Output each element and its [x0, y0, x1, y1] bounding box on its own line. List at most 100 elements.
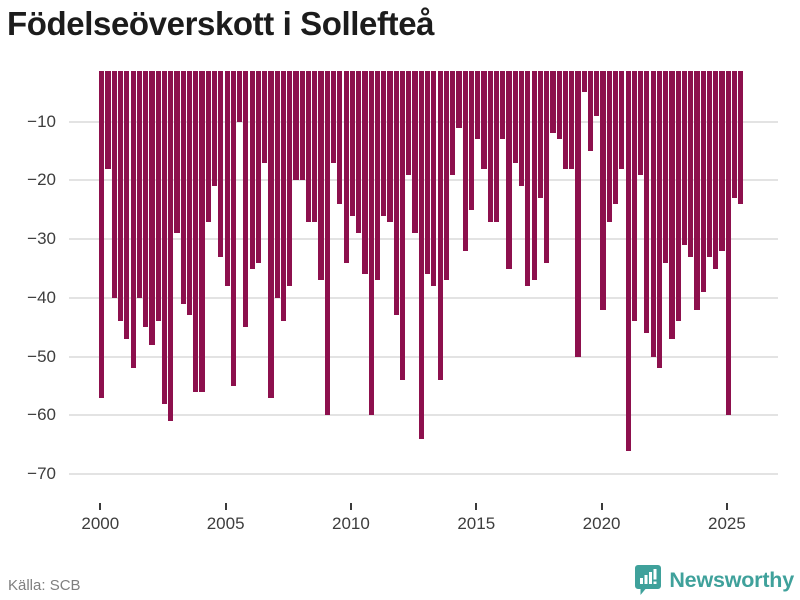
bar — [211, 70, 218, 187]
bar — [356, 70, 362, 234]
bar — [274, 70, 280, 298]
x-tick-label: 2005 — [206, 514, 245, 533]
bar — [230, 70, 236, 386]
x-tick-mark — [600, 503, 603, 510]
bar — [305, 70, 312, 222]
y-tick-label: −10 — [27, 111, 56, 131]
bar — [468, 70, 475, 210]
bar — [130, 70, 136, 369]
bar — [481, 70, 487, 169]
bar — [544, 70, 550, 263]
x-tick-label: 2025 — [708, 514, 746, 533]
x-tick-mark — [475, 503, 478, 510]
brand-name: Newsworthy — [669, 568, 794, 592]
bar — [487, 70, 493, 222]
bar — [237, 70, 243, 122]
chart-title: Födelseöverskott i Sollefteå — [7, 5, 435, 42]
source-label: Källa: SCB — [8, 577, 81, 594]
bar — [393, 70, 399, 316]
bar — [506, 70, 512, 269]
bar — [362, 70, 368, 275]
bar — [719, 70, 725, 251]
bar — [168, 70, 174, 422]
bar — [725, 70, 731, 416]
bar — [425, 70, 431, 275]
bar — [450, 70, 456, 175]
y-tick-label: −40 — [27, 287, 56, 307]
y-tick-label: −60 — [27, 405, 56, 425]
bar — [706, 70, 713, 257]
y-tick-label: −30 — [27, 229, 56, 249]
bar — [149, 70, 155, 345]
bar — [638, 70, 644, 175]
bar — [575, 70, 581, 357]
x-tick-mark — [349, 503, 352, 510]
x-tick-mark — [99, 503, 102, 510]
bar — [562, 70, 569, 169]
bar — [462, 70, 468, 251]
bar — [224, 70, 230, 287]
bar — [381, 70, 387, 216]
y-tick-label: −70 — [27, 464, 56, 484]
bar — [587, 70, 594, 152]
x-tick-mark — [224, 503, 227, 510]
bar — [663, 70, 669, 263]
x-tick-mark — [725, 503, 728, 510]
bar — [368, 70, 374, 416]
bar — [581, 70, 587, 93]
bar — [218, 70, 224, 257]
bar — [732, 70, 738, 199]
bar — [117, 70, 124, 322]
bar — [656, 70, 663, 369]
bar — [124, 70, 130, 339]
bar — [111, 70, 117, 298]
bar — [406, 70, 412, 175]
bar — [612, 70, 619, 204]
bar — [606, 70, 612, 222]
newsworthy-icon — [635, 565, 662, 595]
bar — [287, 70, 293, 287]
bar — [475, 70, 481, 140]
bar — [255, 70, 262, 263]
bar — [399, 70, 406, 381]
bar — [412, 70, 418, 234]
bar — [349, 70, 355, 216]
bar — [280, 70, 287, 322]
bar — [619, 70, 625, 169]
bar — [556, 70, 562, 140]
bar — [500, 70, 506, 140]
bar — [105, 70, 111, 169]
bar — [531, 70, 537, 281]
bar — [268, 70, 274, 398]
x-tick-label: 2015 — [457, 514, 496, 533]
speech-bubble-shape — [635, 565, 662, 595]
bar — [199, 70, 205, 392]
bar — [669, 70, 675, 339]
bar — [738, 70, 744, 204]
bar — [456, 70, 462, 128]
bar — [650, 70, 656, 357]
x-tick-label: 2000 — [81, 514, 120, 533]
bar — [243, 70, 249, 328]
bar — [299, 70, 305, 181]
bar — [262, 70, 268, 163]
bar — [324, 70, 330, 416]
bar — [249, 70, 255, 269]
bar — [205, 70, 211, 222]
bar — [675, 70, 681, 322]
y-tick-label: −50 — [27, 346, 56, 366]
x-tick-label: 2010 — [332, 514, 370, 533]
bar — [318, 70, 324, 281]
bar — [155, 70, 161, 322]
bar — [569, 70, 575, 169]
bar — [537, 70, 543, 199]
bar — [518, 70, 525, 187]
brand-logo: Newsworthy — [634, 564, 794, 596]
bar — [594, 70, 600, 116]
bar — [688, 70, 694, 257]
bar — [700, 70, 706, 292]
gridline — [69, 473, 778, 476]
bar — [193, 70, 199, 392]
bar — [525, 70, 531, 287]
